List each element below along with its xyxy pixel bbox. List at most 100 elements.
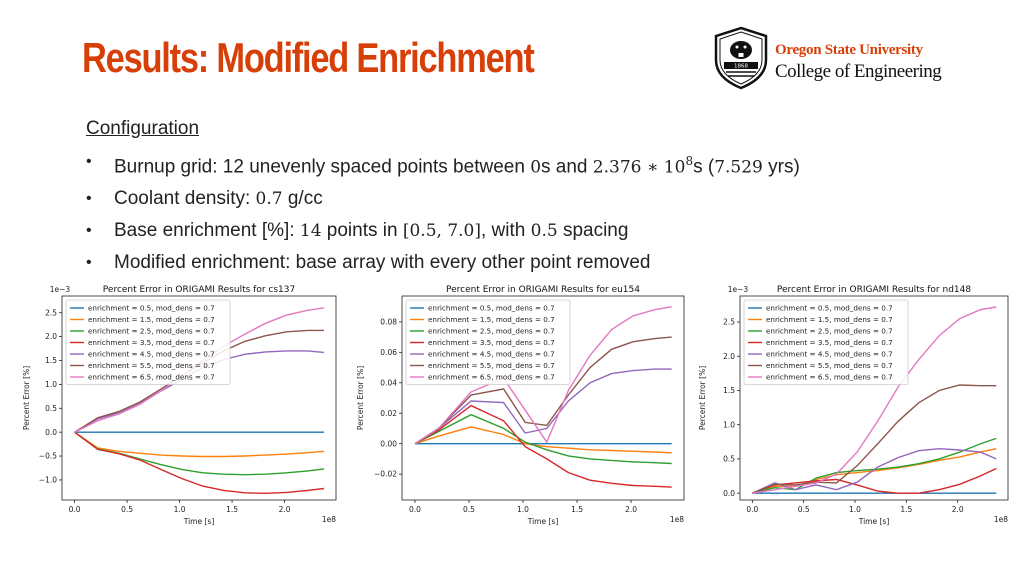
bullet-coolant-density: • Coolant density: 0.7 g/cc — [86, 183, 800, 215]
y-tick-label: 2.5 — [45, 308, 57, 317]
y-tick-label: 2.0 — [45, 332, 57, 341]
bullet-text: spacing — [557, 220, 629, 242]
math-value: 0 — [530, 157, 542, 178]
bullet-dot-icon: • — [86, 190, 92, 208]
x-tick-label: 0.0 — [409, 505, 421, 514]
y-tick-label: 0.06 — [380, 348, 397, 357]
legend-entry: enrichment = 6.5, mod_dens = 0.7 — [88, 373, 215, 382]
legend-entry: enrichment = 5.5, mod_dens = 0.7 — [88, 361, 215, 370]
legend-entry: enrichment = 3.5, mod_dens = 0.7 — [766, 338, 893, 347]
x-tick-label: 2.0 — [625, 505, 637, 514]
bullet-text: Modified enrichment: base array with eve… — [114, 252, 651, 274]
legend-entry: enrichment = 6.5, mod_dens = 0.7 — [766, 373, 893, 382]
y-tick-label: 1.0 — [45, 380, 57, 389]
legend-entry: enrichment = 3.5, mod_dens = 0.7 — [428, 338, 555, 347]
chart-nd148: Percent Error in ORIGAMI Results for nd1… — [698, 285, 1009, 526]
y-offset-label: 1e−3 — [728, 285, 749, 294]
math-value: 0.7 — [255, 189, 283, 210]
series-line — [414, 426, 672, 454]
math-value: 0.5 — [530, 221, 558, 242]
university-name: Oregon State University — [775, 42, 923, 58]
x-tick-label: 0.0 — [746, 505, 758, 514]
y-tick-label: 1.5 — [723, 386, 735, 395]
x-offset-label: 1e8 — [670, 515, 684, 524]
bullet-text: Burnup grid: 12 unevenly spaced points b… — [114, 156, 531, 178]
legend-entry: enrichment = 3.5, mod_dens = 0.7 — [88, 338, 215, 347]
bullet-text: points in — [321, 220, 403, 242]
bullet-text: g/cc — [282, 188, 323, 210]
x-offset-label: 1e8 — [322, 515, 336, 524]
y-tick-label: 0.00 — [380, 439, 397, 448]
y-tick-label: 0.08 — [380, 317, 397, 326]
legend-box — [405, 299, 571, 385]
x-axis-label: Time [s] — [527, 517, 559, 526]
math-value: 7.529 — [714, 157, 763, 178]
bullet-base-enrichment: • Base enrichment [%]: 14 points in [0.5… — [86, 215, 800, 247]
y-tick-label: −0.5 — [39, 452, 57, 461]
x-tick-label: 2.0 — [279, 505, 291, 514]
chart-title: Percent Error in ORIGAMI Results for eu1… — [446, 285, 640, 295]
series-line — [752, 447, 997, 494]
y-axis-label: Percent Error [%] — [698, 366, 707, 430]
series-line — [752, 306, 997, 494]
legend-entry: enrichment = 0.5, mod_dens = 0.7 — [766, 304, 893, 313]
series-line — [414, 306, 672, 445]
series-line — [752, 467, 997, 494]
x-tick-label: 1.0 — [517, 505, 529, 514]
y-tick-label: 1.5 — [45, 356, 57, 365]
series-line — [74, 431, 325, 458]
x-tick-label: 0.5 — [463, 505, 475, 514]
x-tick-label: 1.0 — [849, 505, 861, 514]
x-tick-label: 1.5 — [226, 505, 238, 514]
y-axis-label: Percent Error [%] — [356, 366, 365, 430]
x-tick-label: 0.5 — [798, 505, 810, 514]
y-tick-label: 0.04 — [380, 378, 397, 387]
legend-entry: enrichment = 2.5, mod_dens = 0.7 — [88, 327, 215, 336]
legend-entry: enrichment = 1.5, mod_dens = 0.7 — [766, 315, 893, 324]
y-tick-label: 2.5 — [723, 318, 735, 327]
config-heading: Configuration — [86, 118, 200, 139]
chart-cs137: Percent Error in ORIGAMI Results for cs1… — [22, 285, 337, 526]
y-tick-label: −1.0 — [39, 476, 57, 485]
y-tick-label: 0.5 — [45, 404, 57, 413]
legend-entry: enrichment = 4.5, mod_dens = 0.7 — [428, 350, 555, 359]
legend-box — [65, 299, 231, 385]
y-tick-label: 2.0 — [723, 352, 735, 361]
x-tick-label: 1.5 — [900, 505, 912, 514]
x-tick-label: 1.0 — [174, 505, 186, 514]
legend-entry: enrichment = 1.5, mod_dens = 0.7 — [88, 315, 215, 324]
osu-logo: 1868 Oregon State University College of … — [712, 26, 962, 96]
legend-entry: enrichment = 0.5, mod_dens = 0.7 — [428, 304, 555, 313]
legend-entry: enrichment = 0.5, mod_dens = 0.7 — [88, 304, 215, 313]
x-tick-label: 0.5 — [121, 505, 133, 514]
legend-entry: enrichment = 5.5, mod_dens = 0.7 — [766, 361, 893, 370]
legend-entry: enrichment = 1.5, mod_dens = 0.7 — [428, 315, 555, 324]
config-bullet-list: • Burnup grid: 12 unevenly spaced points… — [86, 146, 800, 278]
series-line — [414, 413, 672, 465]
seal-year: 1868 — [734, 64, 748, 70]
x-axis-label: Time [s] — [183, 517, 215, 526]
legend-entry: enrichment = 2.5, mod_dens = 0.7 — [766, 327, 893, 336]
y-tick-label: 0.0 — [45, 428, 57, 437]
bullet-dot-icon: • — [86, 153, 92, 170]
y-tick-label: 1.0 — [723, 420, 735, 429]
x-axis-label: Time [s] — [858, 517, 890, 526]
math-value: [0.5, 7.0] — [402, 221, 481, 242]
plot-frame — [401, 295, 685, 501]
chart-title: Percent Error in ORIGAMI Results for nd1… — [777, 285, 971, 295]
bullet-text: yrs) — [762, 156, 800, 178]
y-offset-label: 1e−3 — [50, 285, 71, 294]
plot-frame — [61, 295, 337, 501]
bullet-text: , with — [481, 220, 531, 242]
y-tick-label: 0.5 — [723, 455, 735, 464]
y-tick-label: −0.02 — [374, 470, 397, 479]
series-line — [414, 404, 672, 488]
bullet-modified-enrichment: • Modified enrichment: base array with e… — [86, 247, 800, 278]
series-line — [414, 336, 672, 445]
slide-title: Results: Modified Enrichment — [82, 34, 535, 81]
chart-title: Percent Error in ORIGAMI Results for cs1… — [103, 285, 295, 295]
series-line — [752, 384, 997, 494]
y-tick-label: 0.0 — [723, 489, 735, 498]
legend-box — [743, 299, 909, 385]
bullet-text: Base enrichment [%]: — [114, 220, 300, 242]
